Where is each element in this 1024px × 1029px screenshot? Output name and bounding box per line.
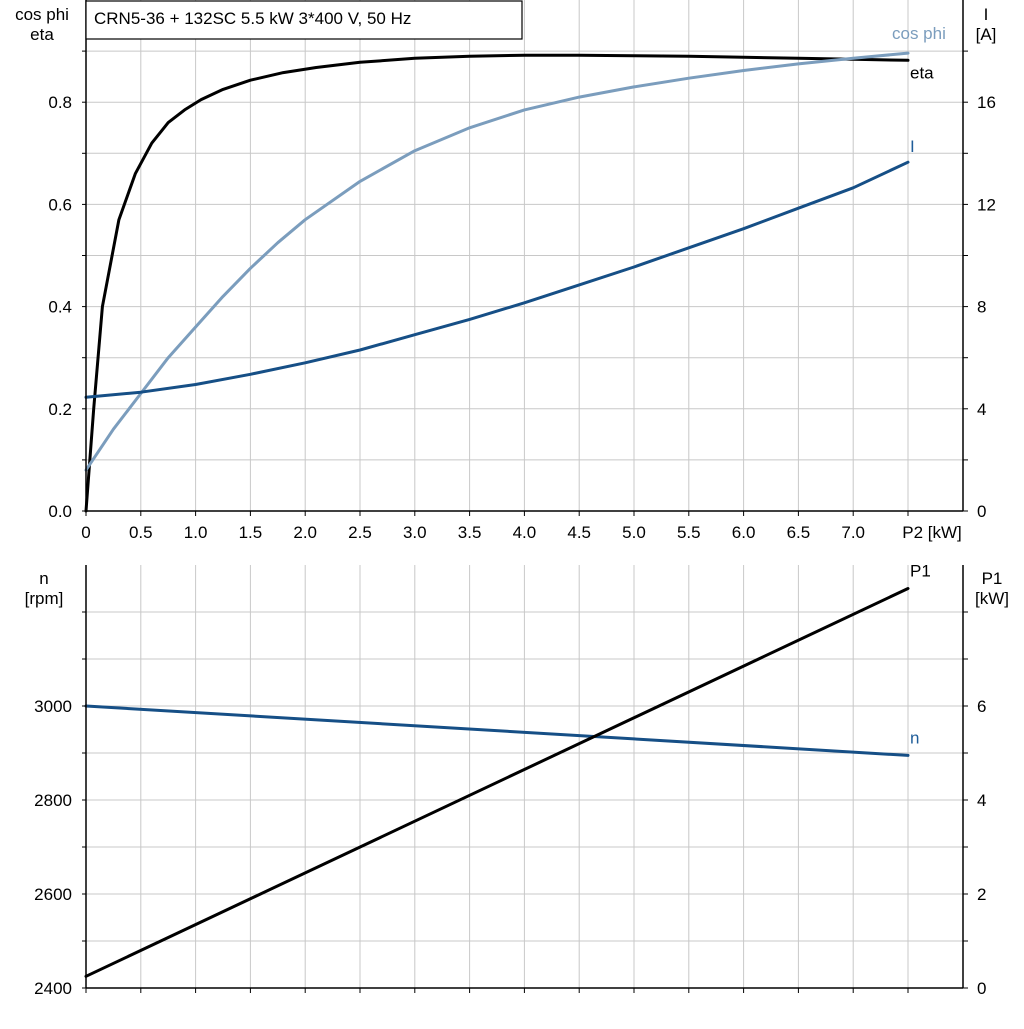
series-line-n <box>84 704 910 757</box>
right-axis-label: [kW] <box>975 589 1009 608</box>
x-tick-label: 2.5 <box>348 523 372 542</box>
right-y-tick-label: 8 <box>977 298 986 317</box>
x-tick-label: 5.5 <box>677 523 701 542</box>
right-y-tick-label: 0 <box>977 979 986 998</box>
left-y-tick-label: 0.2 <box>48 400 72 419</box>
series-label-i: I <box>910 137 915 156</box>
x-tick-label: 3.0 <box>403 523 427 542</box>
right-axis-label: P1 <box>982 569 1003 588</box>
series-line-i <box>84 160 910 399</box>
left-y-tick-label: 2800 <box>34 791 72 810</box>
series-label-cos-phi: cos phi <box>892 24 946 43</box>
title-box <box>85 0 523 40</box>
x-tick-label: 6.0 <box>732 523 756 542</box>
right-y-tick-label: 16 <box>977 93 996 112</box>
left-y-tick-label: 2400 <box>34 979 72 998</box>
right-y-tick-label: 4 <box>977 400 986 419</box>
x-tick-label: 6.5 <box>787 523 811 542</box>
right-axis-label: [A] <box>976 25 997 44</box>
left-y-tick-label: 0.0 <box>48 502 72 521</box>
right-axis-label: I <box>984 5 989 24</box>
x-tick-label: 1.0 <box>184 523 208 542</box>
chart-title: CRN5-36 + 132SC 5.5 kW 3*400 V, 50 Hz <box>94 9 411 28</box>
right-y-tick-label: 6 <box>977 697 986 716</box>
x-tick-label: 4.0 <box>513 523 537 542</box>
right-y-tick-label: 0 <box>977 502 986 521</box>
right-y-tick-label: 4 <box>977 791 986 810</box>
x-tick-label: 1.5 <box>239 523 263 542</box>
x-tick-label: 0.5 <box>129 523 153 542</box>
series-line-p1 <box>84 587 910 978</box>
x-tick-label: 4.5 <box>567 523 591 542</box>
left-axis-label: cos phi <box>15 5 69 24</box>
right-y-tick-label: 2 <box>977 885 986 904</box>
left-y-tick-label: 3000 <box>34 697 72 716</box>
left-y-tick-label: 0.8 <box>48 93 72 112</box>
left-axis-label: [rpm] <box>25 589 64 608</box>
x-tick-label: 3.5 <box>458 523 482 542</box>
series-label-p1: P1 <box>910 562 931 581</box>
x-tick-label: P2 [kW] <box>902 523 962 542</box>
left-y-tick-label: 0.6 <box>48 195 72 214</box>
x-tick-label: 5.0 <box>622 523 646 542</box>
x-tick-label: 0 <box>81 523 90 542</box>
x-tick-label: 7.0 <box>841 523 865 542</box>
left-axis-label: n <box>39 569 48 588</box>
series-label-eta: eta <box>910 63 934 82</box>
left-y-tick-label: 2600 <box>34 885 72 904</box>
series-line-eta <box>84 53 910 513</box>
left-y-tick-label: 0.4 <box>48 298 72 317</box>
left-axis-label: eta <box>30 25 54 44</box>
right-y-tick-label: 12 <box>977 195 996 214</box>
series-label-n: n <box>910 728 919 747</box>
series-line-cos-phi <box>84 51 910 472</box>
x-tick-label: 2.0 <box>293 523 317 542</box>
